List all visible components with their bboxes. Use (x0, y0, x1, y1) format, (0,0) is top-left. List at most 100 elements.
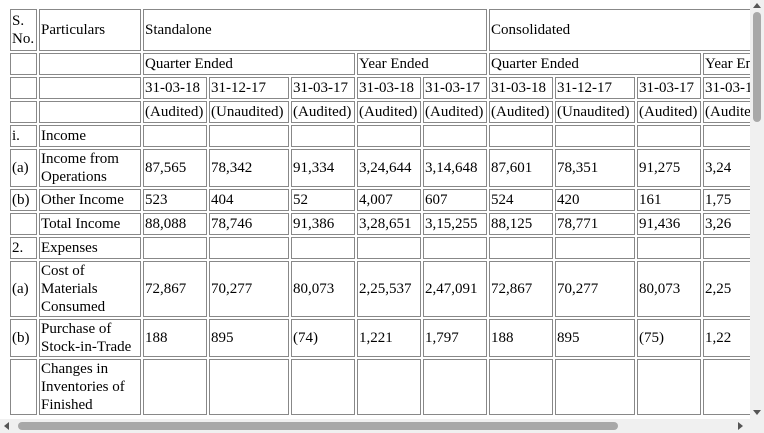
empty-cell (291, 125, 355, 147)
empty-cell (291, 237, 355, 259)
empty-cell (423, 125, 487, 147)
audit-header: (Audited) (423, 101, 487, 123)
table-row: Total Income 88,088 78,746 91,386 3,28,651 3,… (10, 213, 750, 235)
value-cell: 3,24,644 (357, 149, 421, 187)
table-row: (b) Other Income 523 404 52 4,007 607 524 420 161… (10, 189, 750, 211)
row-number: (b) (10, 189, 37, 211)
value-cell: 70,277 (555, 261, 635, 317)
sno-header: S. No. (10, 9, 37, 51)
value-cell: 420 (555, 189, 635, 211)
date-header: 31-03-18 (143, 77, 207, 99)
value-cell: 91,334 (291, 149, 355, 187)
date-header: 31-03-18 (703, 77, 750, 99)
empty-cell (209, 237, 289, 259)
date-header: 31-03-17 (291, 77, 355, 99)
value-cell: 88,125 (489, 213, 553, 235)
row-number: i. (10, 125, 37, 147)
value-cell: 2,25,537 (357, 261, 421, 317)
particulars-header: Particulars (39, 9, 141, 51)
empty-cell (10, 101, 37, 123)
table-row: i. Income (10, 125, 750, 147)
empty-cell (209, 125, 289, 147)
empty-cell (423, 359, 487, 415)
row-number: 2. (10, 237, 37, 259)
table-row: S. No. Particulars Standalone Consolidated (10, 9, 750, 51)
table-row: Changes in Inventories of Finished (10, 359, 750, 415)
group-header: Standalone (143, 9, 487, 51)
value-cell: 895 (555, 319, 635, 357)
empty-cell (209, 359, 289, 415)
row-number (10, 213, 37, 235)
row-label: Changes in Inventories of Finished (39, 359, 141, 415)
value-cell: 523 (143, 189, 207, 211)
audit-header: (Audited) (291, 101, 355, 123)
value-cell: (75) (637, 319, 701, 357)
scroll-right-arrow[interactable] (738, 422, 743, 430)
results-table: S. No. Particulars Standalone Consolidated Q… (8, 7, 750, 417)
audit-header: (Unaudited) (209, 101, 289, 123)
value-cell: 3,24 (703, 149, 750, 187)
scroll-left-arrow[interactable] (4, 422, 9, 430)
empty-cell (637, 359, 701, 415)
empty-cell (703, 359, 750, 415)
value-cell: 3,26 (703, 213, 750, 235)
date-header: 31-03-18 (489, 77, 553, 99)
period-header: Year Ended (703, 53, 750, 75)
date-header: 31-12-17 (209, 77, 289, 99)
empty-cell (143, 237, 207, 259)
table-row: (b) Purchase of Stock-in-Trade 188 895 (74) 1… (10, 319, 750, 357)
empty-cell (10, 53, 37, 75)
empty-cell (555, 125, 635, 147)
value-cell: 80,073 (291, 261, 355, 317)
value-cell: 70,277 (209, 261, 289, 317)
table-row: (a) Cost of Materials Consumed 72,867 70,27… (10, 261, 750, 317)
value-cell: 87,565 (143, 149, 207, 187)
row-label: Income (39, 125, 141, 147)
row-label: Other Income (39, 189, 141, 211)
audit-header: (Audited) (703, 101, 750, 123)
value-cell: 87,601 (489, 149, 553, 187)
table-row: 2. Expenses (10, 237, 750, 259)
value-cell: 3,14,648 (423, 149, 487, 187)
table-row: (Audited) (Unaudited) (Audited) (Audited) (A… (10, 101, 750, 123)
empty-cell (357, 125, 421, 147)
value-cell: 895 (209, 319, 289, 357)
value-cell: 80,073 (637, 261, 701, 317)
value-cell: 1,22 (703, 319, 750, 357)
empty-cell (703, 125, 750, 147)
empty-cell (489, 125, 553, 147)
value-cell: 88,088 (143, 213, 207, 235)
vertical-scroll-thumb[interactable] (753, 12, 761, 122)
date-header: 31-03-17 (423, 77, 487, 99)
scroll-down-arrow[interactable] (753, 410, 761, 415)
value-cell: 4,007 (357, 189, 421, 211)
value-cell: 524 (489, 189, 553, 211)
row-label: Income from Operations (39, 149, 141, 187)
row-number: (a) (10, 261, 37, 317)
empty-cell (489, 359, 553, 415)
empty-cell (555, 237, 635, 259)
empty-cell (637, 237, 701, 259)
value-cell: 91,386 (291, 213, 355, 235)
table-row: Quarter Ended Year Ended Quarter Ended Year… (10, 53, 750, 75)
table-row: 31-03-18 31-12-17 31-03-17 31-03-18 31-03-17… (10, 77, 750, 99)
value-cell: 2,25 (703, 261, 750, 317)
empty-cell (637, 125, 701, 147)
value-cell: 161 (637, 189, 701, 211)
horizontal-scroll-thumb[interactable] (18, 422, 618, 430)
value-cell: 91,436 (637, 213, 701, 235)
table-view: S. No. Particulars Standalone Consolidated Q… (8, 7, 750, 417)
value-cell: 72,867 (489, 261, 553, 317)
audit-header: (Audited) (143, 101, 207, 123)
value-cell: 404 (209, 189, 289, 211)
scroll-up-arrow[interactable] (753, 3, 761, 8)
empty-cell (357, 359, 421, 415)
empty-cell (291, 359, 355, 415)
row-number: (b) (10, 319, 37, 357)
group-header: Consolidated (489, 9, 750, 51)
empty-cell (143, 359, 207, 415)
row-number: (a) (10, 149, 37, 187)
row-label: Cost of Materials Consumed (39, 261, 141, 317)
value-cell: 91,275 (637, 149, 701, 187)
